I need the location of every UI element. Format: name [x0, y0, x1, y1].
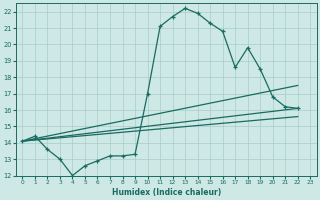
X-axis label: Humidex (Indice chaleur): Humidex (Indice chaleur): [112, 188, 221, 197]
